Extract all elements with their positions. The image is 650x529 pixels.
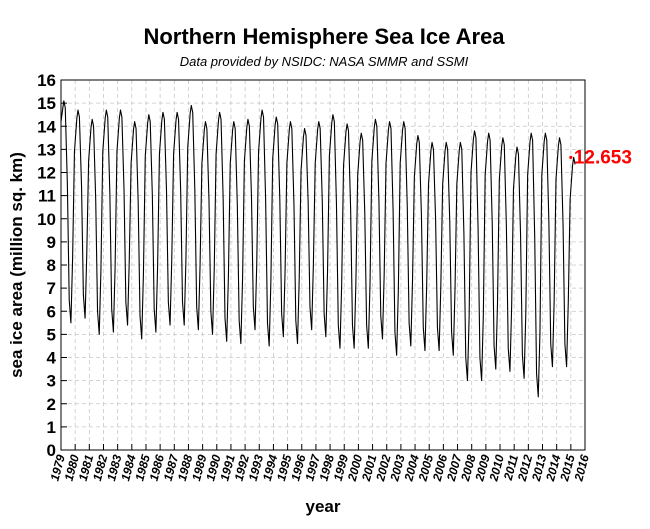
x-tick-label: 1990 xyxy=(203,453,224,483)
x-tick-label: 1988 xyxy=(175,453,196,483)
y-tick-label: 15 xyxy=(37,94,56,113)
x-tick-label: 1984 xyxy=(118,453,139,483)
x-tick-label: 1982 xyxy=(90,453,111,483)
y-tick-label: 2 xyxy=(47,395,56,414)
y-tick-label: 7 xyxy=(47,279,56,298)
latest-value-marker xyxy=(569,155,573,159)
y-tick-label: 12 xyxy=(37,164,56,183)
y-tick-label: 1 xyxy=(47,418,56,437)
x-tick-label: 1993 xyxy=(246,453,267,483)
x-tick-label: 1986 xyxy=(147,453,168,483)
x-tick-label: 1994 xyxy=(260,453,281,483)
chart-title: Northern Hemisphere Sea Ice Area xyxy=(143,24,505,49)
series-line xyxy=(60,100,576,398)
chart-subtitle: Data provided by NSIDC: NASA SMMR and SS… xyxy=(180,54,469,69)
x-tick-label: 2011 xyxy=(501,453,522,483)
axis-ticks xyxy=(60,79,586,451)
x-tick-label: 1981 xyxy=(76,453,97,483)
y-tick-label: 13 xyxy=(37,140,56,159)
y-tick-label: 16 xyxy=(37,71,56,90)
x-tick-label: 1998 xyxy=(317,453,338,483)
x-tick-label: 1995 xyxy=(274,453,295,483)
y-tick-label: 11 xyxy=(38,187,56,206)
x-tick-label: 1985 xyxy=(132,453,153,483)
x-tick-label: 1992 xyxy=(232,453,253,483)
y-tick-label: 5 xyxy=(47,325,56,344)
x-tick-labels: 1979198019811982198319841985198619871988… xyxy=(47,452,592,484)
x-tick-label: 1989 xyxy=(189,453,210,483)
x-tick-label: 1980 xyxy=(62,453,83,483)
x-tick-label: 1983 xyxy=(104,453,125,483)
x-tick-label: 1991 xyxy=(217,453,238,483)
y-axis-label: sea ice area (million sq. km) xyxy=(7,152,26,378)
y-tick-label: 6 xyxy=(47,302,56,321)
y-tick-label: 8 xyxy=(47,256,56,275)
latest-value-annotation: 12.653 xyxy=(574,147,632,168)
x-tick-label: 1999 xyxy=(331,453,352,483)
x-tick-label: 1979 xyxy=(47,453,68,483)
y-tick-label: 0 xyxy=(47,441,56,460)
y-tick-label: 4 xyxy=(47,349,57,368)
x-tick-label: 1996 xyxy=(288,453,309,483)
y-tick-label: 10 xyxy=(37,210,56,229)
y-tick-label: 9 xyxy=(47,233,56,252)
y-tick-label: 3 xyxy=(47,372,56,391)
x-axis-label: year xyxy=(306,497,341,516)
y-tick-label: 14 xyxy=(37,117,56,136)
grid-lines xyxy=(61,80,585,450)
